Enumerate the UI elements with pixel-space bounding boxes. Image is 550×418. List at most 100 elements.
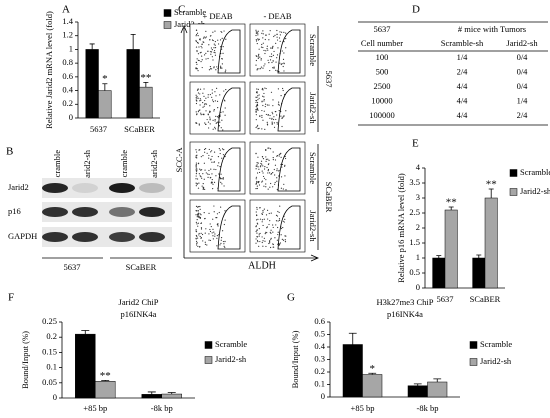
event-dot [264,240,266,242]
event-dot [277,47,279,49]
event-dot [195,67,197,69]
legend-swatch [204,341,213,349]
blot-band [109,232,135,242]
event-dot [269,186,271,188]
event-dot [203,148,206,151]
event-dot [259,166,262,168]
blot-band [72,207,98,217]
event-dot [202,155,204,157]
event-dot [256,236,258,238]
event-dot [212,188,214,190]
event-dot [276,215,279,217]
event-dot [258,97,260,99]
event-dot [282,188,284,190]
event-dot [263,168,266,170]
event-dot [282,65,284,68]
event-dot [260,66,263,68]
event-dot [219,152,221,155]
event-dot [280,234,282,236]
significance-mark: ** [140,72,151,84]
event-dot [265,113,267,116]
event-dot [256,125,258,128]
flow-plot [189,141,246,195]
event-dot [260,59,262,61]
event-dot [280,95,282,97]
event-dot [257,88,259,90]
group-label: 5637 [64,262,81,272]
event-dot [262,175,265,178]
event-dot [268,104,270,106]
y-tick-label: 1.4 [62,16,73,26]
event-dot [206,118,208,121]
panel-label: C [178,4,185,16]
y-tick-label: 1.5 [409,237,420,247]
event-dot [219,149,221,151]
event-dot [261,109,263,112]
event-dot [209,66,212,68]
event-dot [262,89,264,91]
flow-plot [249,81,306,135]
event-dot [223,30,225,32]
y-tick-label: 0.2 [46,331,57,341]
x-tick-label: +85 bp [83,403,107,413]
event-dot [256,229,258,231]
event-dot [196,97,198,99]
event-dot [218,147,220,150]
event-dot [224,100,226,102]
event-dot [272,99,274,101]
event-dot [258,53,260,56]
event-dot [207,121,210,123]
event-dot [213,109,215,111]
event-dot [257,39,260,41]
event-dot [272,231,274,233]
event-dot [257,99,259,101]
event-dot [266,48,268,50]
event-dot [280,156,282,158]
event-dot [261,114,263,117]
event-dot [208,154,210,157]
event-dot [221,31,223,33]
event-dot [255,119,257,121]
event-dot [220,242,222,245]
event-dot [199,88,202,90]
event-dot [285,47,287,49]
y-tick-label: 3.5 [409,177,420,187]
event-dot [209,223,211,225]
event-dot [209,239,212,242]
event-dot [255,225,258,227]
event-dot [225,38,227,40]
event-dot [261,101,263,103]
event-dot [276,188,278,191]
event-dot [195,162,197,164]
event-dot [195,229,197,231]
event-dot [210,151,212,153]
event-dot [210,53,212,55]
event-dot [195,40,197,43]
blot-band [139,232,165,242]
event-dot [255,183,257,185]
event-dot [262,240,264,242]
event-dot [219,121,221,123]
event-dot [202,186,204,189]
event-dot [202,106,204,108]
row-label: Jarid2-sh [308,210,318,242]
event-dot [272,151,274,153]
event-dot [215,115,217,117]
event-dot [276,180,278,182]
event-dot [285,189,287,191]
legend-swatch [469,341,478,349]
event-dot [284,155,286,158]
event-dot [197,89,199,91]
event-dot [204,147,207,150]
event-dot [223,223,225,226]
event-dot [266,123,269,125]
event-dot [199,208,201,210]
event-dot [195,165,197,167]
event-dot [209,116,211,118]
event-dot [274,34,276,36]
event-dot [202,92,204,94]
event-dot [259,240,261,243]
blot-strip [42,227,172,247]
event-dot [213,151,216,153]
bar [141,394,163,399]
